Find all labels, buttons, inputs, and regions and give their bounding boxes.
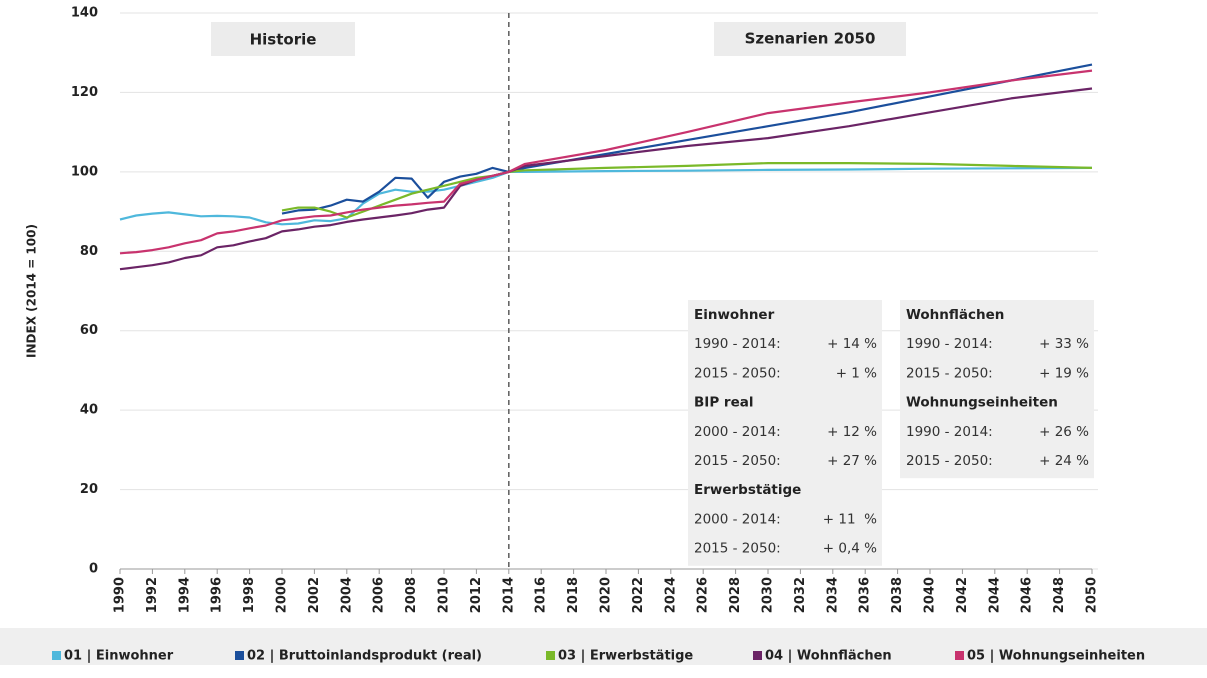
- x-tick-label: 2000: [275, 577, 290, 613]
- stat-box: [900, 300, 1094, 479]
- legend-label: 05 | Wohnungseinheiten: [967, 649, 1145, 664]
- legend-label: 03 | Erwerbstätige: [558, 649, 693, 664]
- stat-period: 2015 - 2050:: [694, 453, 781, 469]
- x-tick-label: 2038: [890, 577, 905, 613]
- x-tick-label: 1998: [242, 577, 257, 613]
- legend-band: [0, 628, 1207, 665]
- stat-period: 2000 - 2014:: [694, 424, 781, 440]
- stat-period: 2000 - 2014:: [694, 511, 781, 527]
- x-tick-label: 2010: [437, 577, 452, 613]
- series-line: [119, 87, 1093, 271]
- y-tick-label: 120: [71, 85, 98, 100]
- legend-swatch: [52, 651, 61, 660]
- x-tick-label: 1994: [177, 577, 192, 613]
- x-tick-label: 2002: [307, 577, 322, 613]
- legend-label: 01 | Einwohner: [64, 649, 174, 664]
- annotation-box: [714, 22, 906, 56]
- x-tick-label: 2030: [761, 577, 776, 613]
- y-tick-label: 20: [80, 482, 98, 497]
- x-tick-label: 2046: [1020, 577, 1035, 613]
- stat-change: + 14 %: [827, 336, 877, 352]
- x-tick-label: 2050: [1085, 577, 1100, 613]
- y-tick-label: 80: [80, 244, 98, 259]
- stat-change: + 0,4 %: [823, 541, 877, 557]
- legend-swatch: [955, 651, 964, 660]
- x-tick-label: 2048: [1052, 577, 1067, 613]
- annotation: Historie: [250, 31, 317, 49]
- x-tick-label: 2042: [955, 577, 970, 613]
- x-tick-label: 2034: [825, 577, 840, 613]
- series-line: [281, 162, 1093, 219]
- y-tick-label: 100: [71, 164, 98, 179]
- x-tick-label: 1996: [210, 577, 225, 613]
- stat-period: 1990 - 2014:: [906, 336, 993, 352]
- stat-change: + 26 %: [1039, 424, 1089, 440]
- x-tick-label: 2024: [663, 577, 678, 613]
- x-tick-label: 2014: [501, 577, 516, 613]
- x-tick-label: 2040: [923, 577, 938, 613]
- legend-label: 02 | Bruttoinlandsprodukt (real): [247, 649, 482, 664]
- y-tick-label: 0: [89, 562, 98, 577]
- stat-change: + 27 %: [827, 453, 877, 469]
- x-tick-label: 2020: [599, 577, 614, 613]
- series-line: [119, 166, 1093, 226]
- series-line: [119, 69, 1093, 255]
- x-tick-label: 1990: [113, 577, 128, 613]
- legend-swatch: [235, 651, 244, 660]
- stat-change: + 12 %: [827, 424, 877, 440]
- x-tick-label: 1992: [145, 577, 160, 613]
- stat-title: Einwohner: [694, 307, 775, 323]
- legend-swatch: [753, 651, 762, 660]
- x-tick-label: 2004: [339, 577, 354, 613]
- stat-title: Wohnungseinheiten: [906, 395, 1058, 411]
- stat-title: Erwerbstätige: [694, 482, 801, 498]
- annotation-box: [211, 22, 355, 56]
- y-tick-label: 140: [71, 6, 98, 21]
- x-tick-label: 2028: [728, 577, 743, 613]
- y-axis-label: INDEX (2014 = 100): [25, 224, 39, 358]
- stat-change: + 19 %: [1039, 365, 1089, 381]
- x-tick-label: 2006: [372, 577, 387, 613]
- legend-label: 04 | Wohnflächen: [765, 649, 892, 664]
- series-line: [281, 63, 1093, 215]
- x-tick-label: 2022: [631, 577, 646, 613]
- stat-title: BIP real: [694, 395, 753, 411]
- stat-change: + 24 %: [1039, 453, 1089, 469]
- x-tick-label: 2012: [469, 577, 484, 613]
- stat-box: [688, 300, 882, 566]
- y-tick-label: 40: [80, 403, 98, 418]
- x-tick-label: 2018: [566, 577, 581, 613]
- x-tick-label: 2016: [534, 577, 549, 613]
- stat-period: 2015 - 2050:: [906, 365, 993, 381]
- legend-swatch: [546, 651, 555, 660]
- stat-period: 2015 - 2050:: [694, 365, 781, 381]
- x-tick-label: 2044: [987, 577, 1002, 613]
- stat-change: + 11 %: [823, 511, 877, 527]
- x-tick-label: 2026: [696, 577, 711, 613]
- stat-change: + 33 %: [1039, 336, 1089, 352]
- x-tick-label: 2032: [793, 577, 808, 613]
- x-tick-label: 2036: [858, 577, 873, 613]
- stat-period: 2015 - 2050:: [694, 541, 781, 557]
- x-tick-label: 2008: [404, 577, 419, 613]
- annotation: Szenarien 2050: [745, 30, 876, 48]
- stat-period: 2015 - 2050:: [906, 453, 993, 469]
- y-tick-label: 60: [80, 323, 98, 338]
- stat-period: 1990 - 2014:: [906, 424, 993, 440]
- stat-period: 1990 - 2014:: [694, 336, 781, 352]
- stat-title: Wohnflächen: [906, 307, 1004, 323]
- stat-change: + 1 %: [836, 365, 877, 381]
